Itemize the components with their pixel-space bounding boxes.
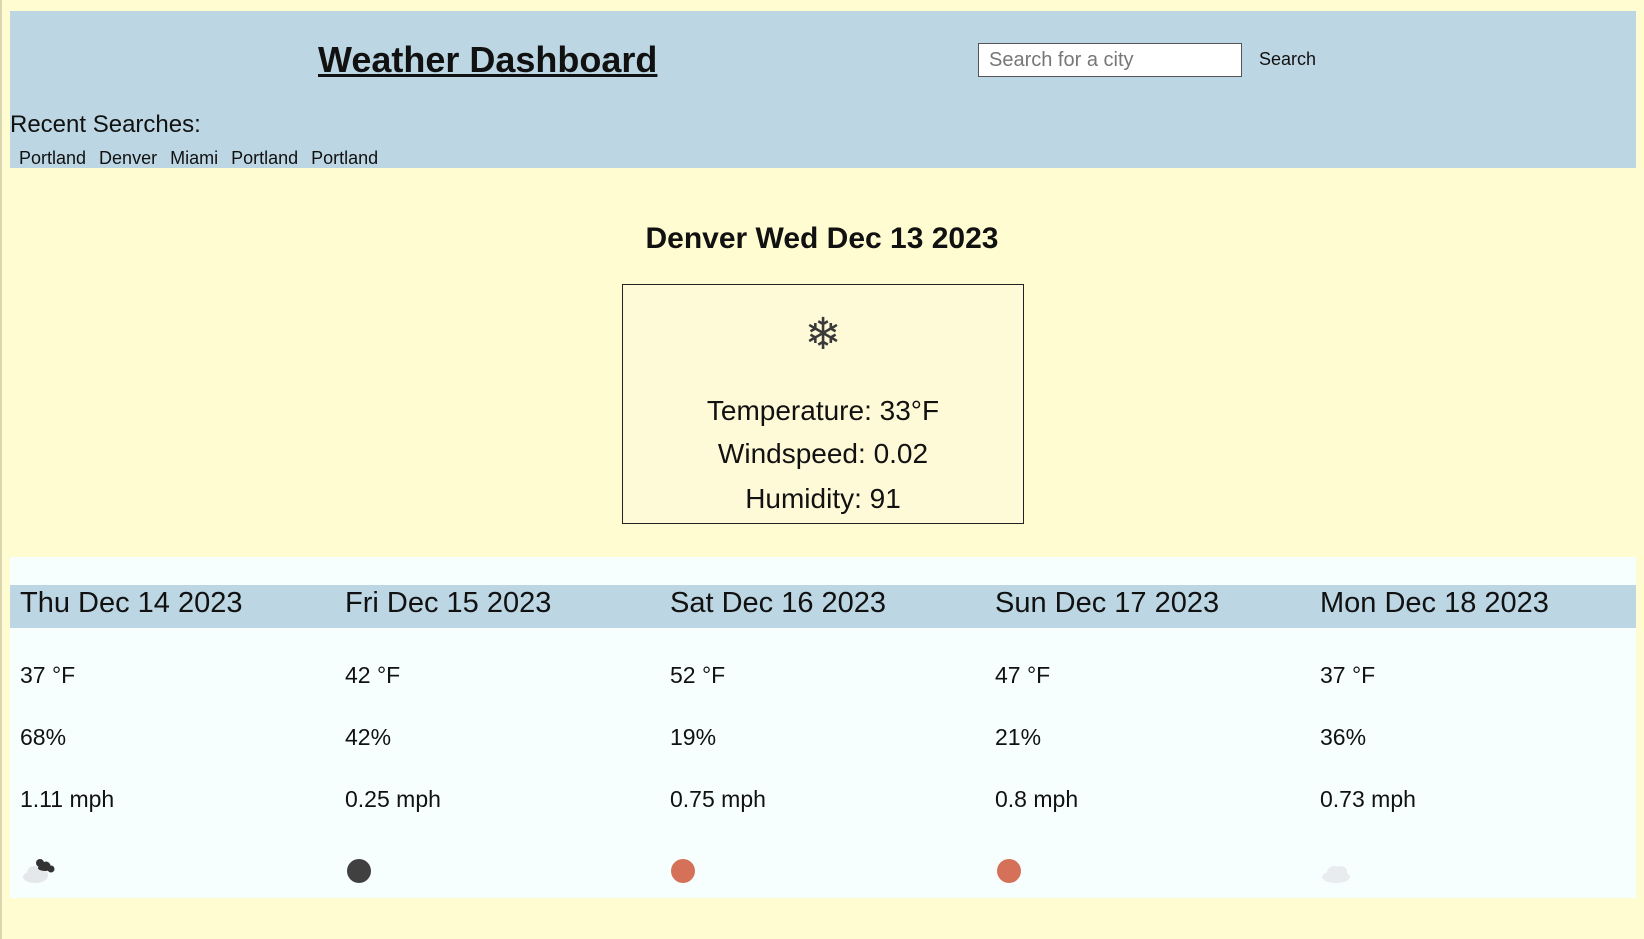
forecast-day-card: Mon Dec 18 2023 37 °F 36% 0.73 mph (1310, 557, 1635, 898)
sun-icon (671, 859, 695, 883)
forecast-humidity: 68% (20, 724, 67, 750)
city-search-input[interactable] (978, 43, 1242, 77)
current-weather-title: Denver Wed Dec 13 2023 (645, 222, 999, 255)
forecast-humidity: 19% (670, 724, 717, 750)
forecast-date: Fri Dec 15 2023 (345, 587, 552, 619)
recent-search-item[interactable]: Portland (225, 146, 304, 171)
forecast-date: Sat Dec 16 2023 (670, 587, 887, 619)
forecast-temperature: 37 °F (20, 662, 76, 688)
forecast-date: Mon Dec 18 2023 (1320, 587, 1549, 619)
forecast-day-card: Thu Dec 14 2023 37 °F 68% 1.11 mph (10, 557, 335, 898)
current-weather-card: ❄ Temperature: 33°F Windspeed: 0.02 Humi… (622, 284, 1024, 524)
search-button[interactable]: Search (1255, 47, 1320, 72)
current-windspeed: Windspeed: 0.02 (717, 438, 929, 469)
forecast-wind: 0.73 mph (1320, 786, 1416, 812)
cloud-with-dark-cloud-icon (23, 859, 55, 883)
sun-icon (997, 859, 1021, 883)
current-temperature: Temperature: 33°F (706, 395, 940, 426)
forecast-panel: Thu Dec 14 2023 37 °F 68% 1.11 mph Fri D… (10, 557, 1636, 898)
forecast-temperature: 52 °F (670, 662, 726, 688)
forecast-day-card: Fri Dec 15 2023 42 °F 42% 0.25 mph (335, 557, 660, 898)
recent-search-item[interactable]: Portland (305, 146, 384, 171)
cloud-icon (1322, 866, 1350, 883)
forecast-day-card: Sun Dec 17 2023 47 °F 21% 0.8 mph (985, 557, 1310, 898)
forecast-temperature: 47 °F (995, 662, 1051, 688)
forecast-date: Sun Dec 17 2023 (995, 587, 1220, 619)
forecast-humidity: 21% (995, 724, 1042, 750)
recent-searches-label: Recent Searches: (10, 111, 201, 138)
forecast-date: Thu Dec 14 2023 (20, 587, 243, 619)
recent-search-item[interactable]: Denver (93, 146, 163, 171)
forecast-day-card: Sat Dec 16 2023 52 °F 19% 0.75 mph (660, 557, 985, 898)
forecast-humidity: 42% (345, 724, 392, 750)
current-humidity: Humidity: 91 (745, 483, 901, 514)
recent-searches-list: Portland Denver Miami Portland Portland (13, 146, 385, 171)
snowflake-icon: ❄ (804, 310, 842, 359)
recent-search-item[interactable]: Miami (164, 146, 224, 171)
forecast-wind: 0.8 mph (995, 786, 1079, 812)
forecast-wind: 0.75 mph (670, 786, 766, 812)
forecast-wind: 1.11 mph (20, 786, 115, 812)
header-bar: Weather Dashboard Search Recent Searches… (10, 11, 1636, 168)
forecast-wind: 0.25 mph (345, 786, 441, 812)
forecast-temperature: 42 °F (345, 662, 401, 688)
dark-circle-icon (347, 859, 371, 883)
page-title: Weather Dashboard (318, 39, 658, 80)
forecast-temperature: 37 °F (1320, 662, 1376, 688)
window-left-edge (0, 0, 2, 939)
forecast-header-band (10, 585, 1636, 628)
recent-search-item[interactable]: Portland (13, 146, 92, 171)
forecast-humidity: 36% (1320, 724, 1367, 750)
